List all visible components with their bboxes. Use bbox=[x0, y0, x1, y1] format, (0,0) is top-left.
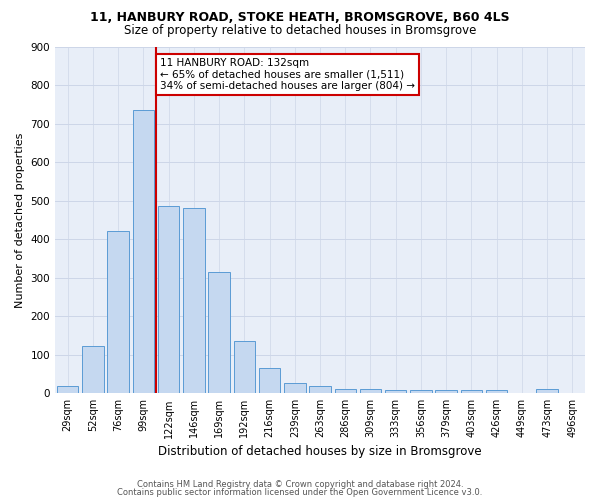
Bar bbox=[536, 390, 558, 394]
Y-axis label: Number of detached properties: Number of detached properties bbox=[15, 132, 25, 308]
Bar bbox=[133, 110, 154, 394]
Bar bbox=[158, 206, 179, 394]
Bar bbox=[107, 232, 129, 394]
Bar bbox=[82, 346, 104, 394]
Bar bbox=[309, 386, 331, 394]
Bar bbox=[208, 272, 230, 394]
Bar bbox=[335, 388, 356, 394]
Text: Size of property relative to detached houses in Bromsgrove: Size of property relative to detached ho… bbox=[124, 24, 476, 37]
Bar bbox=[360, 390, 381, 394]
Bar bbox=[486, 390, 508, 394]
Bar bbox=[183, 208, 205, 394]
Bar bbox=[436, 390, 457, 394]
Bar bbox=[461, 390, 482, 394]
X-axis label: Distribution of detached houses by size in Bromsgrove: Distribution of detached houses by size … bbox=[158, 444, 482, 458]
Bar bbox=[284, 382, 305, 394]
Bar bbox=[57, 386, 79, 394]
Bar bbox=[385, 390, 406, 394]
Text: Contains HM Land Registry data © Crown copyright and database right 2024.: Contains HM Land Registry data © Crown c… bbox=[137, 480, 463, 489]
Text: 11, HANBURY ROAD, STOKE HEATH, BROMSGROVE, B60 4LS: 11, HANBURY ROAD, STOKE HEATH, BROMSGROV… bbox=[90, 11, 510, 24]
Text: 11 HANBURY ROAD: 132sqm
← 65% of detached houses are smaller (1,511)
34% of semi: 11 HANBURY ROAD: 132sqm ← 65% of detache… bbox=[160, 58, 415, 92]
Bar bbox=[233, 342, 255, 394]
Bar bbox=[410, 390, 431, 394]
Bar bbox=[259, 368, 280, 394]
Text: Contains public sector information licensed under the Open Government Licence v3: Contains public sector information licen… bbox=[118, 488, 482, 497]
